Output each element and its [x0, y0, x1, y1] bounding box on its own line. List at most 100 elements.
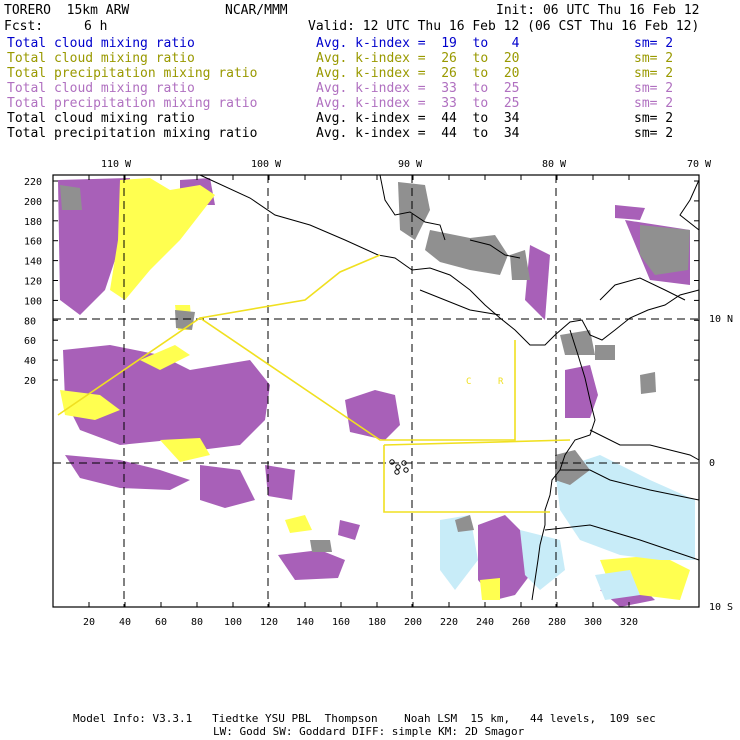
model-title: TORERO 15km ARW [4, 3, 130, 18]
y-tick-label: 20 [24, 376, 36, 387]
legend-field: Total cloud mixing ratio [7, 111, 195, 126]
y-tick-label: 80 [24, 316, 36, 327]
x-tick-label: 320 [620, 617, 638, 628]
gray-area [455, 515, 474, 532]
coastline [469, 239, 521, 259]
y-tick-label: 120 [24, 277, 42, 288]
galapagos-island [389, 459, 395, 465]
purple-area [565, 365, 598, 418]
x-tick-label: 280 [548, 617, 566, 628]
axis-labels: 220 200 180 160 140 120 100 80 60 40 20 20 40 60 80 100… [24, 159, 733, 628]
legend-sm: sm= 2 [634, 126, 674, 141]
legend-field: Total precipitation mixing ratio [7, 126, 258, 141]
purple-area [265, 465, 295, 500]
purple-area [278, 550, 345, 580]
coastline [599, 277, 686, 301]
latitude-label: 10 N [709, 314, 733, 325]
longitude-label: 70 W [687, 159, 712, 170]
legend-field: Total cloud mixing ratio [7, 36, 195, 51]
longitude-label: 110 W [101, 159, 132, 170]
x-tick-label: 80 [191, 617, 203, 628]
x-tick-label: 200 [404, 617, 422, 628]
legend-field: Total cloud mixing ratio [7, 51, 195, 66]
y-tick-label: 140 [24, 257, 42, 268]
gray-area [398, 182, 430, 240]
boundary-line [57, 317, 516, 441]
x-tick-label: 240 [476, 617, 494, 628]
purple-area [525, 245, 550, 320]
yellow-area [110, 178, 215, 300]
init-time: Init: 06 UTC Thu 16 Feb 12 [496, 3, 700, 18]
x-tick-label: 300 [584, 617, 602, 628]
purple-area [58, 178, 130, 315]
y-tick-label: 100 [24, 296, 42, 307]
yellow-area [140, 345, 190, 370]
legend-kindex: Avg. k-index = 44 to 34 [316, 111, 520, 126]
legend-sm: sm= 2 [634, 51, 674, 66]
y-tick-label: 160 [24, 237, 42, 248]
coastline [679, 179, 700, 231]
lightblue-area [520, 530, 565, 590]
legend-field: Total precipitation mixing ratio [7, 96, 258, 111]
lat-lon-grid [53, 175, 699, 607]
latitude-label: 0 [709, 458, 715, 469]
purple-area [345, 390, 400, 440]
region-label: C [466, 377, 471, 387]
lightblue-area [595, 570, 640, 600]
legend-kindex: Avg. k-index = 44 to 34 [316, 126, 520, 141]
legend-sm: sm= 2 [634, 96, 674, 111]
gray-area [310, 540, 332, 552]
boundary-line [383, 445, 550, 513]
boundary-line [199, 254, 381, 319]
purple-area [62, 225, 88, 260]
y-tick-label: 40 [24, 356, 36, 367]
valid-time: Valid: 12 UTC Thu 16 Feb 12 (06 CST Thu … [308, 19, 700, 34]
legend-sm: sm= 2 [634, 66, 674, 81]
longitude-label: 100 W [251, 159, 282, 170]
galapagos-island [394, 469, 400, 475]
x-tick-label: 100 [224, 617, 242, 628]
legend-field: Total precipitation mixing ratio [7, 66, 258, 81]
lightblue-area [440, 515, 478, 590]
model-info-line2: LW: Godd SW: Goddard DIFF: simple KM: 2D… [213, 725, 525, 738]
x-tick-label: 40 [119, 617, 131, 628]
longitude-label: 90 W [398, 159, 423, 170]
legend-kindex: Avg. k-index = 26 to 20 [316, 51, 520, 66]
purple-area [65, 455, 190, 490]
axis-ticks [53, 175, 699, 607]
field-fills [58, 178, 695, 607]
longitude-label: 80 W [542, 159, 567, 170]
x-tick-label: 260 [512, 617, 530, 628]
x-tick-label: 60 [155, 617, 167, 628]
yellow-area [480, 578, 500, 600]
y-tick-label: 180 [24, 217, 42, 228]
coastline [544, 524, 700, 561]
purple-area [200, 465, 255, 508]
y-tick-label: 220 [24, 177, 42, 188]
coastline [199, 174, 700, 346]
galapagos-island [395, 464, 401, 470]
galapagos-island [403, 467, 409, 473]
purple-area [615, 205, 645, 220]
yellow-area [160, 438, 210, 462]
purple-area [63, 345, 270, 450]
legend-kindex: Avg. k-index = 33 to 25 [316, 81, 520, 96]
coastline [379, 174, 446, 241]
domain-boundary [57, 254, 571, 513]
forecast-hours: 6 h [84, 19, 108, 34]
legend-field: Total cloud mixing ratio [7, 81, 195, 96]
x-tick-label: 180 [368, 617, 386, 628]
y-tick-label: 200 [24, 197, 42, 208]
coastline [589, 429, 700, 461]
model-info-line1: Model Info: V3.3.1 Tiedtke YSU PBL Thomp… [73, 712, 656, 725]
x-tick-label: 220 [440, 617, 458, 628]
x-tick-label: 120 [260, 617, 278, 628]
gray-area [595, 345, 615, 360]
legend-sm: sm= 2 [634, 111, 674, 126]
x-tick-label: 160 [332, 617, 350, 628]
purple-area [338, 520, 360, 540]
region-label: R [498, 377, 504, 387]
coastline [419, 289, 501, 316]
gray-area [640, 225, 690, 275]
